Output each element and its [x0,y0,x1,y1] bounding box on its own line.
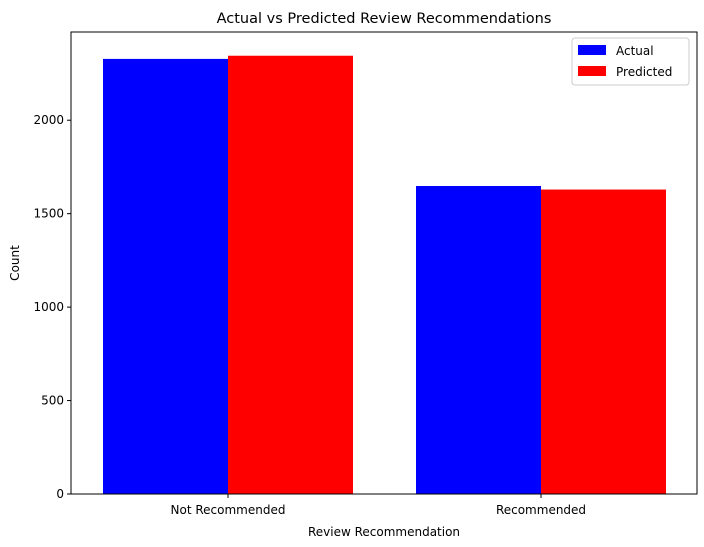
legend: Actual Predicted [571,37,690,86]
x-axis: Not Recommended Recommended [171,494,586,517]
y-axis-label: Count [8,245,22,281]
legend-swatch-predicted [578,66,606,76]
y-tick-label: 1500 [33,207,64,221]
legend-label-predicted: Predicted [616,65,672,79]
x-tick-label: Recommended [496,503,586,517]
x-axis-label: Review Recommendation [308,525,460,539]
bars-group [103,55,666,494]
bar-actual-0 [103,58,228,494]
x-tick-label: Not Recommended [171,503,286,517]
y-axis: 0 500 1000 1500 2000 [33,113,71,501]
y-tick-label: 2000 [33,113,64,127]
y-tick-label: 0 [56,487,64,501]
legend-swatch-actual [578,45,606,55]
chart-title: Actual vs Predicted Review Recommendatio… [217,11,552,27]
y-tick-label: 500 [41,394,64,408]
y-tick-label: 1000 [33,300,64,314]
bar-predicted-0 [228,55,353,494]
bar-actual-1 [416,186,541,494]
bar-predicted-1 [541,189,666,494]
plot-frame [70,31,698,495]
legend-label-actual: Actual [616,44,654,58]
